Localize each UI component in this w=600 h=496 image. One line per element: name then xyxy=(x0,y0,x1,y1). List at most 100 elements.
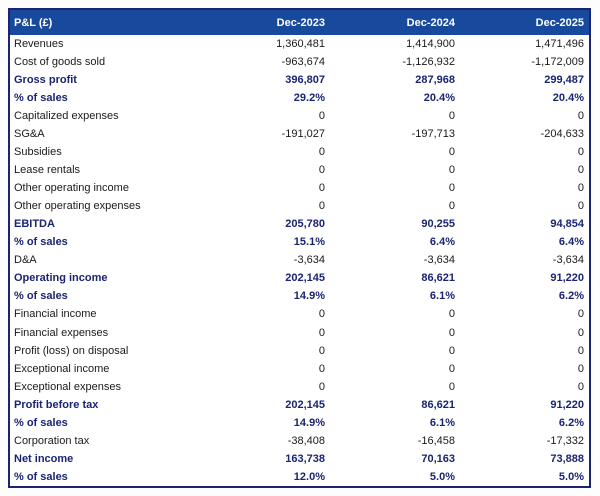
row-value: 0 xyxy=(448,344,455,357)
row-value: 0 xyxy=(318,164,325,177)
row-value: 1,360,481 xyxy=(276,38,325,51)
row-value: 29.2% xyxy=(293,92,325,105)
row-label: % of sales xyxy=(14,416,68,429)
row-value: 14.9% xyxy=(293,290,325,303)
row-value: 0 xyxy=(318,380,325,393)
row-value: 0 xyxy=(577,182,584,195)
row-label: Exceptional expenses xyxy=(14,380,122,393)
row-value: 396,807 xyxy=(285,74,325,87)
row-label: Revenues xyxy=(14,38,64,51)
row-value: 0 xyxy=(577,326,584,339)
row-label: Exceptional income xyxy=(14,362,110,375)
table-row: Other operating income 0 0 0 xyxy=(10,179,589,197)
row-value: -3,634 xyxy=(293,254,325,267)
table-row: Gross profit 396,807 287,968 299,487 xyxy=(10,71,589,89)
row-label: Profit (loss) on disposal xyxy=(14,344,129,357)
row-value: 6.2% xyxy=(558,416,584,429)
row-value: 6.4% xyxy=(429,236,455,249)
row-value: 0 xyxy=(577,110,584,123)
table-row: Profit before tax 202,145 86,621 91,220 xyxy=(10,396,589,414)
row-value: 0 xyxy=(318,326,325,339)
row-label: % of sales xyxy=(14,470,68,483)
row-value: 0 xyxy=(448,362,455,375)
table-row: Financial expenses 0 0 0 xyxy=(10,324,589,342)
row-label: % of sales xyxy=(14,290,68,303)
row-value: 0 xyxy=(318,344,325,357)
row-value: 73,888 xyxy=(550,452,584,465)
header-cell-dec-2023: Dec-2023 xyxy=(200,10,330,35)
row-value: 287,968 xyxy=(415,74,455,87)
row-value: 299,487 xyxy=(544,74,584,87)
header-cell-pl-label: P&L (£) xyxy=(10,10,200,35)
row-value: 0 xyxy=(448,164,455,177)
table-row: Exceptional income 0 0 0 xyxy=(10,360,589,378)
table-row: Operating income 202,145 86,621 91,220 xyxy=(10,269,589,287)
row-value: 0 xyxy=(577,200,584,213)
table-row: Capitalized expenses 0 0 0 xyxy=(10,107,589,125)
row-label: Profit before tax xyxy=(14,398,99,411)
row-label: Cost of goods sold xyxy=(14,56,106,69)
row-value: 20.4% xyxy=(423,92,455,105)
row-value: 70,163 xyxy=(421,452,455,465)
table-row: Subsidies 0 0 0 xyxy=(10,143,589,161)
row-value: -191,027 xyxy=(281,128,325,141)
row-value: 86,621 xyxy=(421,272,455,285)
row-value: -38,408 xyxy=(287,434,325,447)
table-row: Financial income 0 0 0 xyxy=(10,305,589,323)
row-value: 5.0% xyxy=(429,470,455,483)
row-label: Financial expenses xyxy=(14,326,109,339)
row-label: Net income xyxy=(14,452,74,465)
row-label: Operating income xyxy=(14,272,108,285)
table-row: % of sales 12.0% 5.0% 5.0% xyxy=(10,468,589,486)
row-label: EBITDA xyxy=(14,218,55,231)
row-value: 0 xyxy=(318,362,325,375)
header-cell-dec-2025: Dec-2025 xyxy=(460,10,589,35)
row-value: 0 xyxy=(577,362,584,375)
row-value: 91,220 xyxy=(550,398,584,411)
table-row: Lease rentals 0 0 0 xyxy=(10,161,589,179)
table-row: % of sales 29.2% 20.4% 20.4% xyxy=(10,89,589,107)
table-row: Other operating expenses 0 0 0 xyxy=(10,197,589,215)
row-label: Lease rentals xyxy=(14,164,81,177)
table-row: SG&A -191,027 -197,713 -204,633 xyxy=(10,125,589,143)
row-value: 5.0% xyxy=(558,470,584,483)
row-value: 1,471,496 xyxy=(535,38,584,51)
row-value: 0 xyxy=(577,308,584,321)
row-value: 6.1% xyxy=(429,416,455,429)
row-label: % of sales xyxy=(14,92,68,105)
table-row: % of sales 14.9% 6.1% 6.2% xyxy=(10,287,589,305)
pl-table: P&L (£) Dec-2023 Dec-2024 Dec-2025 Reven… xyxy=(10,10,589,486)
row-label: Other operating income xyxy=(14,182,129,195)
table-row: % of sales 14.9% 6.1% 6.2% xyxy=(10,414,589,432)
row-value: 12.0% xyxy=(293,470,325,483)
table-row: D&A -3,634 -3,634 -3,634 xyxy=(10,251,589,269)
row-value: 0 xyxy=(448,380,455,393)
row-value: 0 xyxy=(448,326,455,339)
row-value: 91,220 xyxy=(550,272,584,285)
row-value: 163,738 xyxy=(285,452,325,465)
row-value: -1,126,932 xyxy=(402,56,455,69)
table-row: Profit (loss) on disposal 0 0 0 xyxy=(10,342,589,360)
row-value: 0 xyxy=(318,146,325,159)
row-value: 205,780 xyxy=(285,218,325,231)
row-value: -963,674 xyxy=(281,56,325,69)
row-value: -3,634 xyxy=(423,254,455,267)
row-value: 94,854 xyxy=(550,218,584,231)
table-row: Revenues 1,360,481 1,414,900 1,471,496 xyxy=(10,35,589,53)
table-row: Exceptional expenses 0 0 0 xyxy=(10,378,589,396)
row-value: 0 xyxy=(448,146,455,159)
row-label: Financial income xyxy=(14,308,97,321)
row-label: Other operating expenses xyxy=(14,200,141,213)
table-header: P&L (£) Dec-2023 Dec-2024 Dec-2025 xyxy=(10,10,589,35)
row-value: -1,172,009 xyxy=(531,56,584,69)
row-value: -16,458 xyxy=(417,434,455,447)
row-label: Capitalized expenses xyxy=(14,110,119,123)
row-value: 0 xyxy=(577,164,584,177)
row-value: 0 xyxy=(318,308,325,321)
table-row: Corporation tax -38,408 -16,458 -17,332 xyxy=(10,432,589,450)
row-value: 14.9% xyxy=(293,416,325,429)
row-value: 6.4% xyxy=(558,236,584,249)
row-value: 0 xyxy=(318,182,325,195)
row-value: 202,145 xyxy=(285,272,325,285)
row-value: 1,414,900 xyxy=(406,38,455,51)
